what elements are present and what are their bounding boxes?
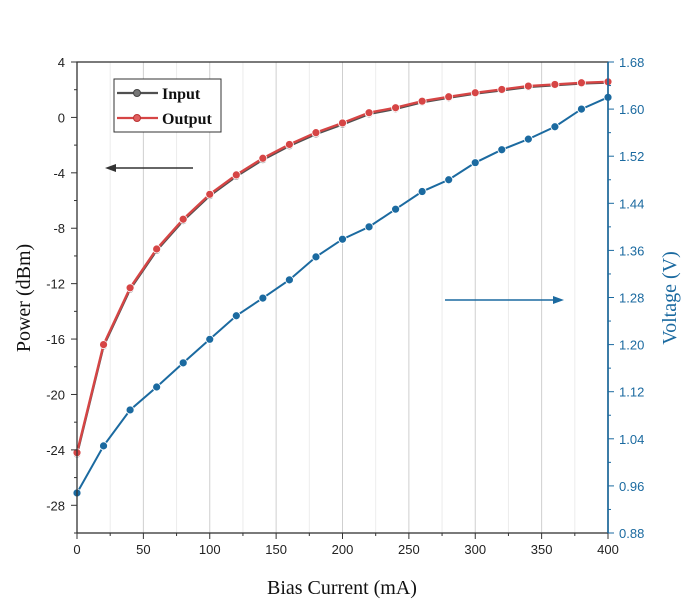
x-tick-label: 200 bbox=[332, 542, 354, 557]
y2-tick-label: 1.44 bbox=[619, 196, 644, 211]
data-point-voltage bbox=[231, 311, 241, 321]
data-point-output bbox=[311, 128, 321, 138]
data-point-output bbox=[231, 170, 241, 180]
x-tick-label: 100 bbox=[199, 542, 221, 557]
data-point-voltage bbox=[470, 158, 480, 168]
legend-input-marker bbox=[133, 89, 141, 97]
data-point-output bbox=[99, 340, 108, 350]
data-point-voltage bbox=[152, 382, 162, 392]
x-tick-label: 250 bbox=[398, 542, 420, 557]
data-point-output bbox=[338, 118, 347, 128]
x-tick-label: 50 bbox=[136, 542, 150, 557]
data-point-output bbox=[497, 85, 507, 94]
y2-tick-label: 1.04 bbox=[619, 432, 644, 447]
data-point-output bbox=[470, 88, 480, 98]
data-point-voltage bbox=[417, 187, 427, 196]
data-point-output bbox=[444, 92, 454, 102]
data-point-output bbox=[205, 189, 215, 199]
y2-tick-label: 1.20 bbox=[619, 338, 644, 353]
y2-tick-label: 1.36 bbox=[619, 243, 644, 258]
data-point-output bbox=[152, 244, 162, 254]
x-tick-label: 150 bbox=[265, 542, 287, 557]
legend-box bbox=[113, 78, 222, 133]
x-tick-label: 350 bbox=[531, 542, 553, 557]
data-point-output bbox=[284, 140, 294, 149]
data-point-output bbox=[550, 80, 560, 89]
y-tick-label: -8 bbox=[53, 221, 65, 236]
data-point-output bbox=[417, 96, 427, 106]
x-tick-label: 0 bbox=[73, 542, 80, 557]
grid bbox=[109, 62, 576, 533]
data-point-voltage bbox=[497, 145, 507, 155]
y-tick-label: -28 bbox=[46, 498, 65, 513]
data-point-output bbox=[258, 153, 268, 163]
y2-tick-label: 1.28 bbox=[619, 291, 644, 306]
y-ticks: 4 0 -4 -8 -12 -16 -20 -24 -28 bbox=[46, 55, 77, 534]
data-point-output bbox=[391, 103, 401, 113]
legend-output-marker bbox=[133, 114, 141, 122]
data-point-output bbox=[523, 81, 533, 91]
x-tick-label: 300 bbox=[464, 542, 486, 557]
data-point-output bbox=[178, 214, 188, 224]
y2-tick-label: 1.60 bbox=[619, 102, 644, 117]
data-point-output bbox=[364, 108, 374, 118]
data-point-voltage bbox=[284, 275, 294, 285]
y2-tick-label: 1.52 bbox=[619, 149, 644, 164]
data-point-output bbox=[577, 78, 586, 88]
data-point-output bbox=[125, 283, 135, 293]
data-point-voltage bbox=[550, 122, 560, 132]
y-tick-label: -12 bbox=[46, 277, 65, 292]
legend-output-label: Output bbox=[162, 111, 212, 128]
data-point-voltage bbox=[391, 204, 401, 214]
y-tick-label: 0 bbox=[58, 110, 65, 125]
data-point-voltage bbox=[364, 222, 374, 232]
x-axis-title: Bias Current (mA) bbox=[267, 577, 417, 599]
x-tick-label: 400 bbox=[597, 542, 619, 557]
y-tick-label: 4 bbox=[58, 55, 65, 70]
data-point-voltage bbox=[577, 104, 586, 114]
y-tick-label: -24 bbox=[46, 443, 65, 458]
y2-tick-label: 0.96 bbox=[619, 479, 644, 494]
y-tick-label: -16 bbox=[46, 332, 65, 347]
data-point-voltage bbox=[444, 175, 454, 185]
y2-tick-label: 0.88 bbox=[619, 526, 644, 541]
series-layer bbox=[72, 77, 613, 498]
data-point-voltage bbox=[311, 252, 321, 262]
data-point-voltage bbox=[125, 405, 135, 415]
arrow-right-voltage bbox=[445, 296, 564, 304]
y-tick-label: -4 bbox=[53, 166, 65, 181]
data-point-voltage bbox=[338, 234, 347, 244]
y-axis-title: Power (dBm) bbox=[13, 244, 35, 352]
data-point-voltage bbox=[523, 134, 533, 144]
arrow-left-power bbox=[105, 164, 193, 172]
y2-tick-label: 1.12 bbox=[619, 385, 644, 400]
legend-input-label: Input bbox=[162, 86, 201, 103]
y2-ticks: 1.68 1.60 1.52 1.44 1.36 1.28 1.20 1.12 1.04 0.96… bbox=[608, 55, 644, 541]
y2-tick-label: 1.68 bbox=[619, 55, 644, 70]
legend: Input Output bbox=[113, 78, 222, 133]
data-point-voltage bbox=[205, 334, 215, 344]
data-point-voltage bbox=[178, 358, 188, 368]
data-point-voltage bbox=[99, 441, 108, 451]
y2-axis-title: Voltage (V) bbox=[659, 251, 681, 345]
x-ticks: 0 50 100 150 200 250 300 350 400 bbox=[73, 533, 619, 557]
data-point-voltage bbox=[258, 293, 268, 303]
y-tick-label: -20 bbox=[46, 387, 65, 402]
